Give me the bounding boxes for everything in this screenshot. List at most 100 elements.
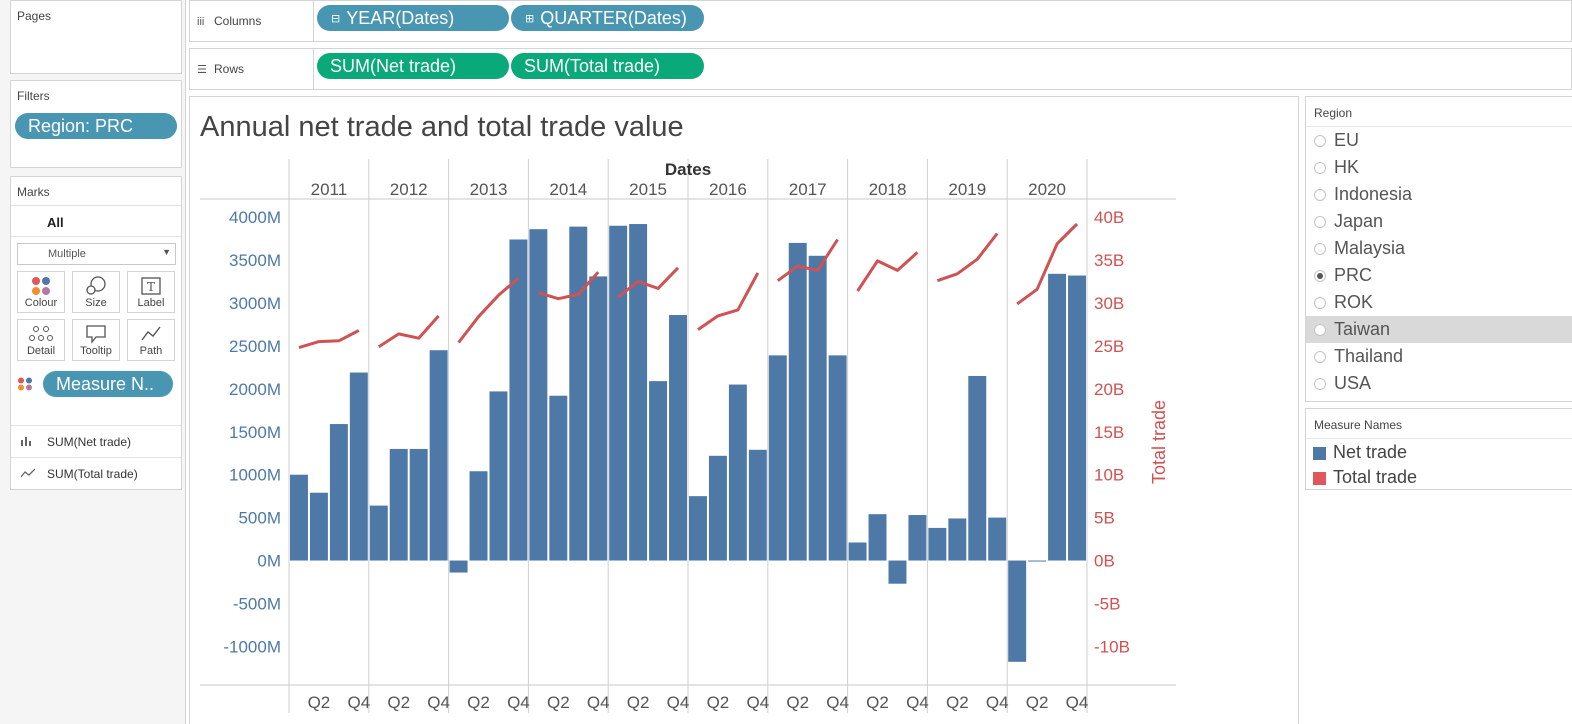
total-trade-line bbox=[617, 266, 680, 299]
path-button[interactable]: Path bbox=[127, 319, 175, 361]
colour-button[interactable]: Colour bbox=[17, 271, 65, 313]
legend-item[interactable]: Total trade bbox=[1306, 464, 1572, 489]
quarter-label: Q4 bbox=[826, 693, 849, 712]
region-option[interactable]: Japan bbox=[1306, 208, 1572, 235]
radio-button[interactable] bbox=[1314, 351, 1326, 363]
detail-button[interactable]: Detail bbox=[17, 319, 65, 361]
net-trade-bar bbox=[1008, 560, 1027, 662]
net-trade-bar bbox=[768, 355, 787, 561]
columns-shelf[interactable]: iii Columns ⊟ YEAR(Dates) ⊞ QUARTER(Dates) bbox=[189, 0, 1572, 42]
net-trade-bar bbox=[1028, 560, 1047, 562]
right-axis-tick-label: -5B bbox=[1094, 594, 1120, 613]
region-option[interactable]: USA bbox=[1306, 370, 1572, 397]
total-trade-line bbox=[298, 329, 360, 350]
net-trade-bar bbox=[948, 518, 967, 561]
shelf-item-total-trade[interactable]: SUM(Total trade) bbox=[11, 457, 181, 489]
legend-item-list: Net trade Total trade bbox=[1306, 439, 1572, 489]
quarter-label: Q2 bbox=[786, 693, 809, 712]
region-option-label: Taiwan bbox=[1334, 319, 1391, 339]
year-label: 2012 bbox=[390, 180, 428, 199]
region-option[interactable]: Malaysia bbox=[1306, 235, 1572, 262]
region-filter-pill[interactable]: Region: PRC bbox=[15, 113, 177, 139]
quarter-label: Q2 bbox=[467, 693, 490, 712]
net-trade-bar bbox=[669, 315, 687, 561]
label-label: Label bbox=[137, 297, 165, 309]
region-option-label: Indonesia bbox=[1334, 184, 1413, 204]
size-button[interactable]: Size bbox=[72, 271, 120, 313]
radio-button[interactable] bbox=[1314, 243, 1326, 255]
label-button[interactable]: T Label bbox=[127, 271, 175, 313]
measure-names-pill[interactable]: Measure N.. bbox=[43, 371, 173, 397]
right-axis-tick-label: 0B bbox=[1094, 552, 1115, 571]
rows-shelf-label: ☰ Rows bbox=[190, 49, 314, 89]
path-icon bbox=[128, 320, 174, 345]
region-option-list: EU HK Indonesia Japan Malaysia PRC ROK Taiwan Th… bbox=[1306, 127, 1572, 397]
net-trade-bar bbox=[409, 448, 428, 561]
region-option[interactable]: EU bbox=[1306, 127, 1572, 154]
left-axis-tick-label: 3000M bbox=[229, 294, 281, 313]
filters-title: Filters bbox=[17, 89, 50, 103]
measure-names-legend: Measure Names Net trade Total trade bbox=[1305, 408, 1572, 490]
net-trade-bar bbox=[290, 474, 308, 561]
collapse-icon[interactable]: ⊟ bbox=[331, 13, 341, 25]
region-option-label: Thailand bbox=[1334, 346, 1404, 366]
total-trade-line bbox=[936, 232, 999, 283]
region-option[interactable]: Taiwan bbox=[1306, 316, 1572, 343]
radio-button[interactable] bbox=[1314, 378, 1326, 390]
left-axis-tick-label: 3500M bbox=[229, 251, 281, 270]
detail-icon bbox=[18, 320, 64, 345]
marks-all-tab[interactable]: All bbox=[11, 205, 181, 237]
radio-button[interactable] bbox=[1314, 162, 1326, 174]
net-trade-bar bbox=[309, 492, 328, 561]
net-trade-bar bbox=[968, 375, 987, 561]
radio-button[interactable] bbox=[1314, 270, 1326, 282]
radio-button[interactable] bbox=[1314, 135, 1326, 147]
year-dates-pill[interactable]: ⊟ YEAR(Dates) bbox=[317, 5, 509, 31]
region-option[interactable]: Thailand bbox=[1306, 343, 1572, 370]
radio-button[interactable] bbox=[1314, 324, 1326, 336]
radio-button[interactable] bbox=[1314, 297, 1326, 309]
filters-card[interactable]: Filters Region: PRC bbox=[10, 80, 182, 168]
worksheet-view[interactable]: Annual net trade and total trade value D… bbox=[189, 96, 1299, 724]
region-option[interactable]: PRC bbox=[1306, 262, 1572, 289]
mark-type-value: Multiple bbox=[48, 248, 86, 260]
mark-type-dropdown[interactable]: Multiple ▼ bbox=[17, 243, 176, 265]
net-trade-bar bbox=[708, 455, 727, 561]
columns-icon: iii bbox=[197, 16, 205, 28]
left-axis-tick-label: 2500M bbox=[229, 337, 281, 356]
line-chart-icon bbox=[20, 467, 36, 481]
legend-item[interactable]: Net trade bbox=[1306, 439, 1572, 464]
chart[interactable]: Dates 2011 2012 2013 2014 2015 2016 2017 2018 201… bbox=[190, 97, 1298, 724]
left-axis-tick-label: -1000M bbox=[223, 637, 281, 656]
net-trade-bar bbox=[868, 514, 887, 561]
region-option[interactable]: Indonesia bbox=[1306, 181, 1572, 208]
colour-icon bbox=[17, 377, 33, 391]
shelf-item-net-trade[interactable]: SUM(Net trade) bbox=[11, 425, 181, 457]
sum-net-trade-pill[interactable]: SUM(Net trade) bbox=[317, 53, 509, 79]
quarter-dates-pill[interactable]: ⊞ QUARTER(Dates) bbox=[511, 5, 704, 31]
sum-total-trade-pill[interactable]: SUM(Total trade) bbox=[511, 53, 704, 79]
x-axis-title: Dates bbox=[665, 160, 711, 179]
right-panel: Region EU HK Indonesia Japan Malaysia PRC ROK T… bbox=[1305, 96, 1572, 724]
colour-label: Colour bbox=[24, 297, 58, 309]
tooltip-button[interactable]: Tooltip bbox=[72, 319, 120, 361]
right-axis-tick-label: -10B bbox=[1094, 637, 1130, 656]
region-filter-title: Region bbox=[1306, 97, 1572, 127]
net-trade-bar bbox=[529, 229, 548, 561]
net-trade-bar bbox=[469, 471, 488, 561]
left-axis-tick-label: 1000M bbox=[229, 466, 281, 485]
columns-shelf-label: iii Columns bbox=[190, 1, 314, 41]
pages-card[interactable]: Pages bbox=[10, 0, 182, 74]
region-option[interactable]: HK bbox=[1306, 154, 1572, 181]
legend-label: Net trade bbox=[1333, 442, 1408, 462]
region-option[interactable]: ROK bbox=[1306, 289, 1572, 316]
svg-text:T: T bbox=[147, 280, 155, 294]
measure-names-color-row: Measure N.. bbox=[17, 371, 177, 397]
rows-icon: ☰ bbox=[197, 64, 207, 76]
radio-button[interactable] bbox=[1314, 189, 1326, 201]
rows-shelf[interactable]: ☰ Rows SUM(Net trade) SUM(Total trade) bbox=[189, 48, 1572, 90]
radio-button[interactable] bbox=[1314, 216, 1326, 228]
expand-icon[interactable]: ⊞ bbox=[525, 13, 535, 25]
quarter-label: Q2 bbox=[627, 693, 650, 712]
pages-title: Pages bbox=[17, 9, 52, 23]
